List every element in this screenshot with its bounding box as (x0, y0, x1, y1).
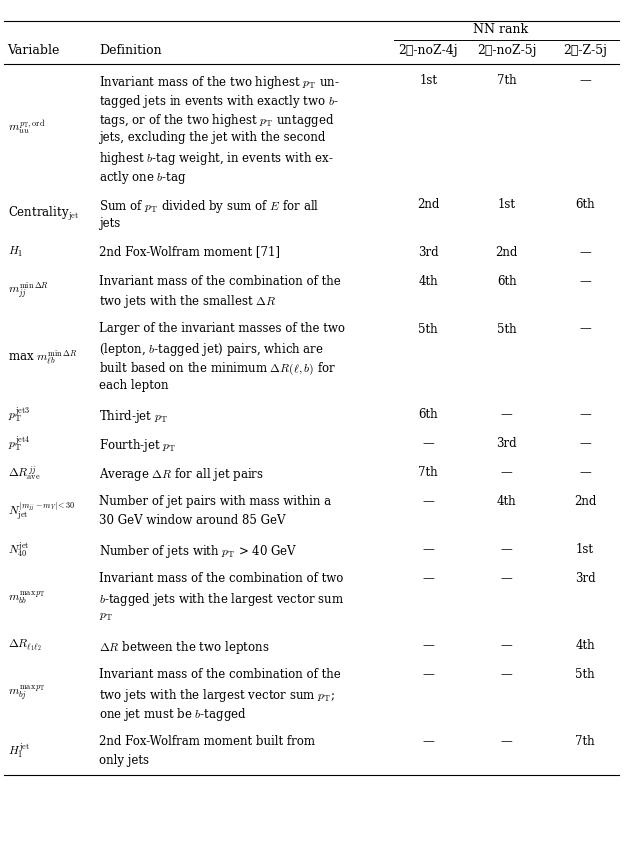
Text: —: — (579, 467, 591, 480)
Text: 6th: 6th (418, 408, 438, 421)
Text: $m_{bb}^{\max\,p_{\mathrm{T}}}$: $m_{bb}^{\max\,p_{\mathrm{T}}}$ (8, 589, 45, 607)
Text: 2nd: 2nd (574, 495, 596, 508)
Text: —: — (579, 245, 591, 259)
Text: (lepton, $b$-tagged jet) pairs, which are: (lepton, $b$-tagged jet) pairs, which ar… (99, 341, 324, 359)
Text: $m_{bj}^{\max\,p_{\mathrm{T}}}$: $m_{bj}^{\max\,p_{\mathrm{T}}}$ (8, 684, 45, 704)
Text: $p_{\mathrm{T}}$: $p_{\mathrm{T}}$ (99, 610, 113, 623)
Text: —: — (501, 668, 512, 681)
Text: 2nd: 2nd (495, 245, 518, 259)
Text: two jets with the smallest $\Delta R$: two jets with the smallest $\Delta R$ (99, 293, 277, 311)
Text: 2ℓ-noZ-4j: 2ℓ-noZ-4j (398, 45, 458, 57)
Text: $\Delta R$ between the two leptons: $\Delta R$ between the two leptons (99, 639, 270, 656)
Text: 30 GeV window around 85 GeV: 30 GeV window around 85 GeV (99, 514, 285, 527)
Text: highest $b$-tag weight, in events with ex-: highest $b$-tag weight, in events with e… (99, 149, 334, 166)
Text: —: — (501, 408, 512, 421)
Text: 7th: 7th (497, 74, 517, 87)
Text: 4th: 4th (418, 275, 438, 287)
Text: 3rd: 3rd (497, 438, 517, 450)
Text: —: — (423, 572, 434, 585)
Text: —: — (579, 438, 591, 450)
Text: 1st: 1st (419, 74, 437, 87)
Text: 3rd: 3rd (418, 245, 438, 259)
Text: 5th: 5th (418, 323, 438, 335)
Text: —: — (501, 735, 512, 748)
Text: —: — (579, 408, 591, 421)
Text: $b$-tagged jets with the largest vector sum: $b$-tagged jets with the largest vector … (99, 591, 344, 608)
Text: $p_{\mathrm{T}}^{\mathrm{jet4}}$: $p_{\mathrm{T}}^{\mathrm{jet4}}$ (8, 434, 30, 453)
Text: 4th: 4th (497, 495, 517, 508)
Text: Centrality$_{\mathrm{jet}}$: Centrality$_{\mathrm{jet}}$ (8, 204, 79, 223)
Text: —: — (423, 438, 434, 450)
Text: Variable: Variable (8, 45, 60, 57)
Text: 2nd: 2nd (417, 198, 440, 211)
Text: —: — (423, 668, 434, 681)
Text: —: — (423, 495, 434, 508)
Text: 1st: 1st (498, 198, 515, 211)
Text: Third-jet $p_{\mathrm{T}}$: Third-jet $p_{\mathrm{T}}$ (99, 408, 168, 426)
Text: 2nd Fox-Wolfram moment [71]: 2nd Fox-Wolfram moment [71] (99, 245, 280, 258)
Text: —: — (423, 543, 434, 556)
Text: 6th: 6th (575, 198, 595, 211)
Text: Invariant mass of the combination of the: Invariant mass of the combination of the (99, 275, 341, 287)
Text: Invariant mass of the combination of the: Invariant mass of the combination of the (99, 668, 341, 681)
Text: tags, or of the two highest $p_{\mathrm{T}}$ untagged: tags, or of the two highest $p_{\mathrm{… (99, 112, 334, 129)
Text: Sum of $p_{\mathrm{T}}$ divided by sum of $E$ for all: Sum of $p_{\mathrm{T}}$ divided by sum o… (99, 197, 319, 214)
Text: Fourth-jet $p_{\mathrm{T}}$: Fourth-jet $p_{\mathrm{T}}$ (99, 438, 176, 454)
Text: one jet must be $b$-tagged: one jet must be $b$-tagged (99, 706, 247, 723)
Text: Average $\Delta R$ for all jet pairs: Average $\Delta R$ for all jet pairs (99, 466, 264, 483)
Text: tagged jets in events with exactly two $b$-: tagged jets in events with exactly two $… (99, 93, 339, 110)
Text: $N_{40}^{\mathrm{jet}}$: $N_{40}^{\mathrm{jet}}$ (8, 541, 29, 559)
Text: max $m_{\ell b}^{\min\,\Delta R}$: max $m_{\ell b}^{\min\,\Delta R}$ (8, 348, 77, 366)
Text: 3rd: 3rd (575, 572, 595, 585)
Text: Number of jet pairs with mass within a: Number of jet pairs with mass within a (99, 495, 331, 508)
Text: —: — (501, 543, 512, 556)
Text: only jets: only jets (99, 754, 149, 767)
Text: $H_1^{\mathrm{jet}}$: $H_1^{\mathrm{jet}}$ (8, 741, 29, 760)
Text: $p_{\mathrm{T}}^{\mathrm{jet3}}$: $p_{\mathrm{T}}^{\mathrm{jet3}}$ (8, 406, 29, 425)
Text: Number of jets with $p_{\mathrm{T}}$ > 40 GeV: Number of jets with $p_{\mathrm{T}}$ > 4… (99, 543, 298, 560)
Text: $m_{uu}^{p_{\mathrm{T}},\mathrm{ord}}$: $m_{uu}^{p_{\mathrm{T}},\mathrm{ord}}$ (8, 119, 45, 137)
Text: $m_{jj}^{\min\,\Delta R}$: $m_{jj}^{\min\,\Delta R}$ (8, 281, 48, 301)
Text: —: — (579, 74, 591, 87)
Text: 6th: 6th (497, 275, 517, 287)
Text: 2nd Fox-Wolfram moment built from: 2nd Fox-Wolfram moment built from (99, 734, 315, 748)
Text: Larger of the invariant masses of the two: Larger of the invariant masses of the tw… (99, 323, 345, 335)
Text: two jets with the largest vector sum $p_{\mathrm{T}}$;: two jets with the largest vector sum $p_… (99, 687, 335, 704)
Text: jets: jets (99, 216, 120, 230)
Text: —: — (501, 572, 512, 585)
Text: each lepton: each lepton (99, 379, 169, 392)
Text: 5th: 5th (575, 668, 595, 681)
Text: Definition: Definition (99, 45, 162, 57)
Text: 4th: 4th (575, 639, 595, 652)
Text: 7th: 7th (575, 735, 595, 748)
Text: 7th: 7th (418, 467, 438, 480)
Text: jets, excluding the jet with the second: jets, excluding the jet with the second (99, 130, 325, 144)
Text: NN rank: NN rank (473, 22, 529, 36)
Text: Invariant mass of the combination of two: Invariant mass of the combination of two (99, 572, 344, 585)
Text: —: — (501, 639, 512, 652)
Text: Invariant mass of the two highest $p_{\mathrm{T}}$ un-: Invariant mass of the two highest $p_{\m… (99, 74, 340, 91)
Text: 2ℓ-Z-5j: 2ℓ-Z-5j (563, 45, 607, 57)
Text: 5th: 5th (497, 323, 517, 335)
Text: —: — (579, 275, 591, 287)
Text: built based on the minimum $\Delta R(\ell,b)$ for: built based on the minimum $\Delta R(\el… (99, 360, 336, 377)
Text: —: — (579, 323, 591, 335)
Text: —: — (423, 639, 434, 652)
Text: —: — (423, 735, 434, 748)
Text: $\Delta R_{\ell_1\ell_2}$: $\Delta R_{\ell_1\ell_2}$ (8, 638, 41, 653)
Text: $H_1$: $H_1$ (8, 245, 23, 259)
Text: $N_{\mathrm{jet}}^{|m_{jj}-m_V|<30}$: $N_{\mathrm{jet}}^{|m_{jj}-m_V|<30}$ (8, 500, 75, 523)
Text: —: — (501, 467, 512, 480)
Text: actly one $b$-tag: actly one $b$-tag (99, 169, 187, 185)
Text: 1st: 1st (576, 543, 594, 556)
Text: 2ℓ-noZ-5j: 2ℓ-noZ-5j (477, 45, 536, 57)
Text: $\Delta R_{\mathrm{ave}}^{jj}$: $\Delta R_{\mathrm{ave}}^{jj}$ (8, 464, 40, 482)
